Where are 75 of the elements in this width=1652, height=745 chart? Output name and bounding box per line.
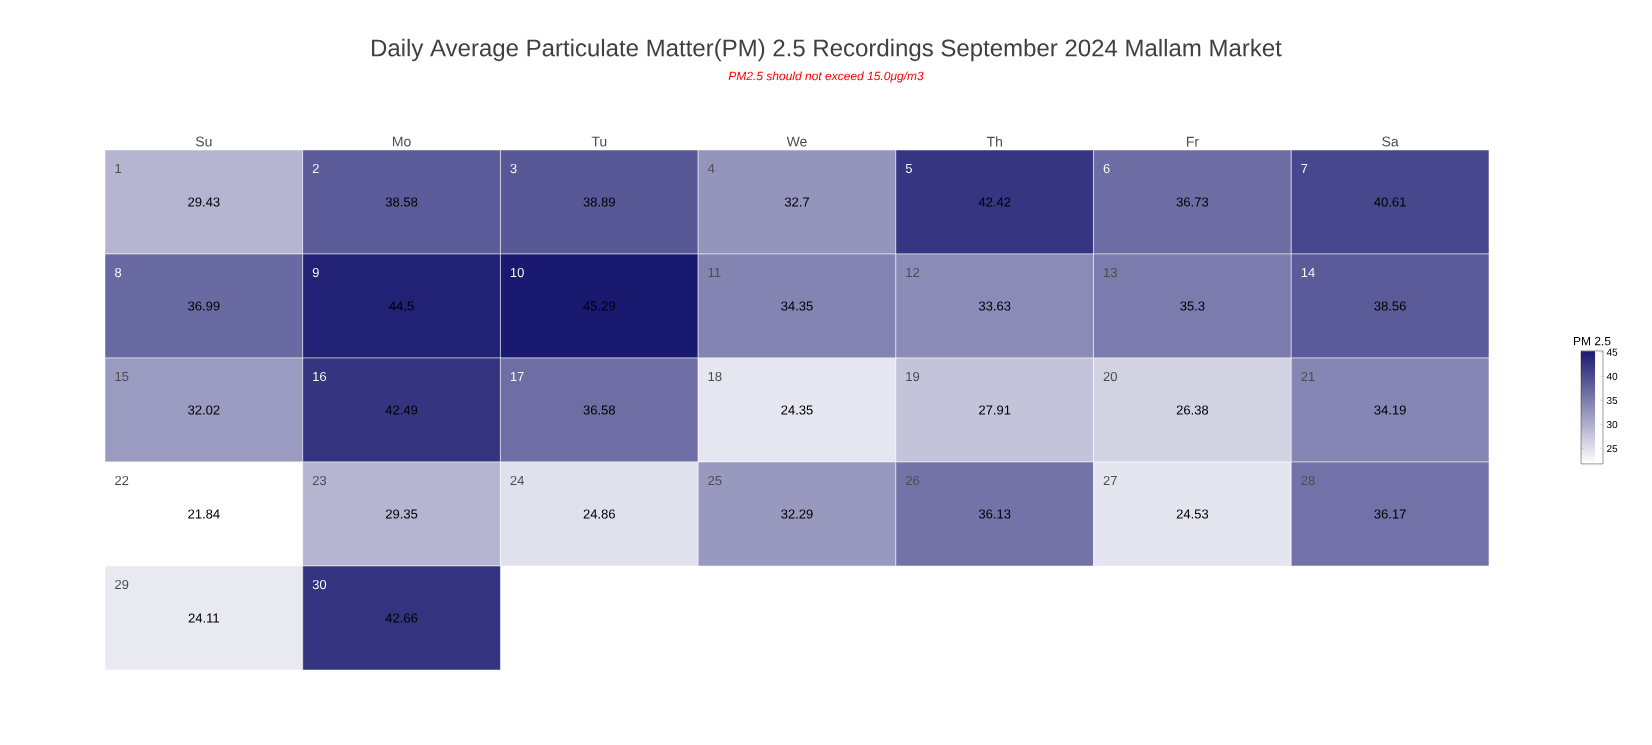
annotation: 13: [1104, 267, 1117, 278]
annotation: 11: [708, 267, 721, 277]
annotation: 22: [115, 475, 129, 486]
data-label: 36.17: [1374, 509, 1406, 519]
data-label: 35.3: [1180, 301, 1205, 311]
x-tick-label: Tu: [591, 136, 607, 147]
data-label: 38.58: [385, 197, 418, 207]
data-label: 36.13: [978, 509, 1011, 519]
annotation: 15: [115, 371, 129, 381]
annotation: 18: [708, 371, 722, 382]
annotation: 30: [312, 579, 327, 590]
annotation: 7: [1301, 163, 1308, 173]
annotation: 28: [1301, 475, 1315, 486]
data-label: 24.35: [781, 405, 813, 415]
color-bar-label: 45: [1606, 348, 1618, 356]
annotation: 17: [510, 371, 524, 381]
annotation: 25: [708, 475, 722, 486]
color-bar-label: 35: [1606, 396, 1618, 405]
x-tick-label: Su: [195, 136, 212, 147]
data-label: 33.63: [978, 301, 1011, 311]
data-label: 45.29: [583, 301, 615, 311]
data-label: 34.35: [781, 301, 813, 311]
data-label: 32.02: [188, 405, 220, 415]
data-label: 24.53: [1176, 509, 1209, 519]
annotation: 2: [312, 163, 319, 174]
data-label: 36.73: [1176, 197, 1209, 207]
data-label: 36.99: [188, 301, 220, 311]
data-label: 40.61: [1374, 197, 1406, 207]
annotation: 4: [707, 163, 715, 173]
color-bar-label: 40: [1606, 372, 1618, 380]
data-label: 24.11: [188, 613, 220, 623]
x-tick-label: Fr: [1186, 136, 1199, 147]
data-label: 44.5: [389, 301, 414, 311]
data-label: 21.84: [188, 509, 220, 519]
data-label: 38.89: [583, 197, 615, 207]
annotation: 21: [1301, 371, 1315, 382]
data-label: 27.91: [979, 405, 1011, 415]
x-tick-label: Th: [986, 136, 1002, 147]
annotation: 1: [115, 163, 122, 173]
annotation: 8: [115, 267, 122, 278]
annotation: 23: [312, 475, 327, 486]
annotation: 27: [1103, 475, 1117, 486]
data-label: 42.66: [385, 613, 418, 623]
annotation: 10: [510, 267, 524, 278]
annotation: 29: [115, 579, 129, 590]
data-label: 36.58: [583, 405, 615, 415]
data-label: 42.49: [385, 405, 418, 415]
annotation: 9: [312, 267, 319, 278]
chart-title: Daily Average Particulate Matter(PM) 2.5 Recordings September 2024 Mallam Market: [372, 38, 1282, 62]
annotation: 3: [510, 163, 517, 174]
color-bar-label: 25: [1607, 445, 1618, 453]
annotation: 24: [510, 475, 524, 486]
data-label: 32.29: [781, 509, 813, 519]
data-label: 29.35: [385, 509, 418, 519]
data-label: 29.43: [188, 197, 220, 207]
annotation: 6: [1103, 163, 1110, 174]
data-label: 24.86: [583, 509, 615, 519]
data-label: 32.7: [784, 197, 809, 207]
annotation: 16: [313, 371, 327, 382]
chart-subtitle: PM2.5 should not exceed 15.0μg/m3: [728, 71, 924, 83]
annotation: 19: [906, 371, 920, 382]
annotation: 26: [905, 475, 920, 486]
x-tick-label: Sa: [1382, 136, 1399, 147]
annotation: 12: [906, 267, 920, 278]
data-label: 38.56: [1374, 301, 1406, 311]
color-bar-label: 30: [1606, 421, 1618, 429]
data-label: 26.38: [1176, 405, 1209, 415]
annotation: 14: [1301, 267, 1315, 277]
color-bar-title: PM 2.5: [1573, 336, 1611, 346]
data-label: 34.19: [1374, 405, 1406, 415]
data-label: 42.42: [978, 197, 1011, 207]
annotation: 5: [905, 163, 912, 173]
x-tick-label: We: [786, 136, 807, 147]
x-tick-label: Mo: [392, 136, 411, 147]
annotation: 20: [1103, 371, 1117, 382]
